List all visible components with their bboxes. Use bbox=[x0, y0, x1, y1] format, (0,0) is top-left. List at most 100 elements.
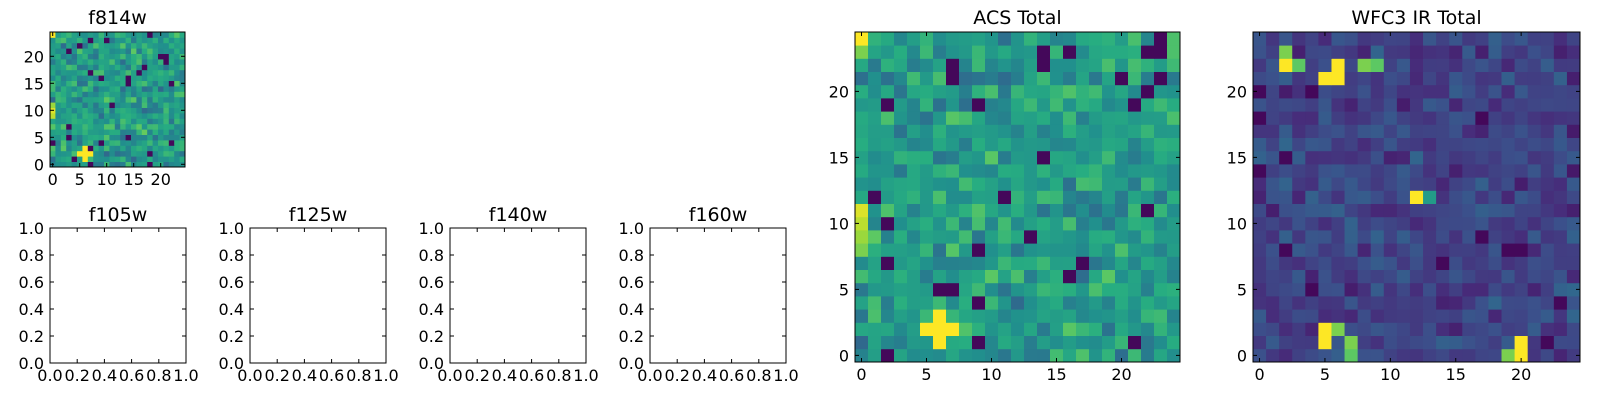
heatmap-cell bbox=[87, 80, 94, 87]
heatmap-cell bbox=[946, 243, 960, 257]
heatmap-cell bbox=[1566, 177, 1581, 191]
y-tick-label: 0.6 bbox=[219, 273, 244, 292]
heatmap-cell bbox=[1011, 137, 1025, 152]
heatmap-cell bbox=[163, 161, 170, 168]
heatmap-cell bbox=[1331, 282, 1345, 297]
heatmap-cell bbox=[120, 161, 126, 168]
heatmap-cell bbox=[141, 32, 148, 38]
heatmap-cell bbox=[1011, 243, 1025, 257]
heatmap-cell bbox=[972, 190, 986, 204]
heatmap-cell bbox=[1011, 111, 1025, 125]
heatmap-cell bbox=[881, 164, 895, 178]
heatmap-cell bbox=[1266, 150, 1280, 165]
heatmap-cell bbox=[1344, 84, 1359, 99]
heatmap-cell bbox=[55, 150, 62, 157]
heatmap-cell bbox=[998, 190, 1012, 204]
heatmap-cell bbox=[1527, 164, 1542, 178]
heatmap-cell bbox=[1266, 71, 1280, 86]
heatmap-cell bbox=[66, 59, 72, 65]
heatmap-cell bbox=[87, 118, 94, 125]
heatmap-cell bbox=[1423, 190, 1437, 204]
heatmap-cell bbox=[163, 129, 170, 135]
heatmap-cell bbox=[998, 282, 1012, 297]
heatmap-cell bbox=[136, 48, 143, 54]
heatmap-cell bbox=[1089, 203, 1103, 218]
heatmap-cell bbox=[1154, 216, 1168, 231]
heatmap-cell bbox=[136, 32, 143, 38]
heatmap-cell bbox=[1409, 216, 1424, 231]
heatmap-cell bbox=[1409, 45, 1424, 59]
heatmap-cell bbox=[98, 129, 105, 135]
heatmap-cell bbox=[141, 86, 148, 92]
heatmap-cell bbox=[1449, 150, 1463, 165]
heatmap-cell bbox=[109, 32, 116, 38]
heatmap-cell bbox=[1475, 45, 1489, 59]
heatmap-cell bbox=[1501, 216, 1515, 231]
heatmap-cell bbox=[907, 190, 921, 204]
heatmap-cell bbox=[1370, 269, 1385, 284]
heatmap-cell bbox=[894, 322, 908, 336]
heatmap-cell bbox=[985, 269, 999, 284]
heatmap-cell bbox=[1167, 230, 1181, 244]
heatmap-cell bbox=[1253, 282, 1267, 297]
heatmap-cell bbox=[77, 96, 83, 103]
heatmap-cell bbox=[972, 45, 986, 59]
y-tick-label: 0.2 bbox=[619, 327, 644, 346]
heatmap-cell bbox=[1167, 309, 1181, 323]
heatmap-cell bbox=[66, 37, 72, 44]
heatmap-cell bbox=[1011, 190, 1025, 204]
heatmap-cell bbox=[1063, 243, 1077, 257]
heatmap-cell bbox=[1076, 71, 1090, 86]
heatmap-cell bbox=[1566, 164, 1581, 178]
heatmap-cell bbox=[1553, 164, 1568, 178]
heatmap-cell bbox=[907, 124, 921, 138]
heatmap-cell bbox=[104, 102, 110, 108]
heatmap-cell bbox=[1024, 150, 1038, 165]
heatmap-cell bbox=[1540, 71, 1555, 86]
heatmap-cell bbox=[1514, 296, 1529, 310]
heatmap-cell bbox=[1566, 190, 1581, 204]
heatmap-cell bbox=[1540, 177, 1555, 191]
heatmap-cell bbox=[881, 256, 895, 270]
heatmap-cell bbox=[1024, 335, 1038, 350]
heatmap-cell bbox=[1331, 111, 1345, 125]
heatmap-cell bbox=[1167, 124, 1181, 138]
x-tick-label: 5 bbox=[921, 365, 931, 384]
heatmap-cell bbox=[60, 123, 67, 130]
heatmap-cell bbox=[168, 123, 175, 130]
x-tick-label: 0.2 bbox=[64, 366, 89, 385]
heatmap-cell bbox=[1331, 177, 1345, 191]
heatmap-cell bbox=[71, 96, 78, 103]
heatmap-cell bbox=[1475, 282, 1489, 297]
heatmap-cell bbox=[168, 80, 175, 87]
heatmap-cell bbox=[147, 75, 153, 81]
heatmap-cell bbox=[179, 86, 186, 92]
heatmap-cell bbox=[1409, 269, 1424, 284]
x-tick-label: 10 bbox=[97, 170, 117, 189]
heatmap-cell bbox=[972, 309, 986, 323]
heatmap-cell bbox=[1423, 296, 1437, 310]
heatmap-cell bbox=[147, 107, 153, 114]
heatmap-cell bbox=[71, 118, 78, 125]
heatmap-cell bbox=[77, 75, 83, 81]
heatmap-cell bbox=[1089, 71, 1103, 86]
heatmap-cell bbox=[82, 129, 89, 135]
heatmap-cell bbox=[136, 134, 143, 141]
heatmap-cell bbox=[998, 137, 1012, 152]
heatmap-cell bbox=[136, 53, 143, 60]
heatmap-cell bbox=[120, 150, 126, 157]
heatmap-cell bbox=[1292, 243, 1306, 257]
heatmap-cell bbox=[998, 71, 1012, 86]
heatmap-cell bbox=[174, 140, 180, 146]
heatmap-cell bbox=[1501, 203, 1515, 218]
heatmap-cell bbox=[1527, 296, 1542, 310]
heatmap-cell bbox=[1462, 256, 1476, 270]
heatmap-cell bbox=[104, 53, 110, 60]
heatmap-cell bbox=[1344, 269, 1359, 284]
heatmap-cell bbox=[1063, 348, 1077, 363]
heatmap-cell bbox=[66, 80, 72, 87]
heatmap-cell bbox=[1396, 190, 1411, 204]
heatmap-cell bbox=[77, 123, 83, 130]
panel-title: f160w bbox=[689, 204, 748, 226]
heatmap-cell bbox=[158, 75, 164, 81]
